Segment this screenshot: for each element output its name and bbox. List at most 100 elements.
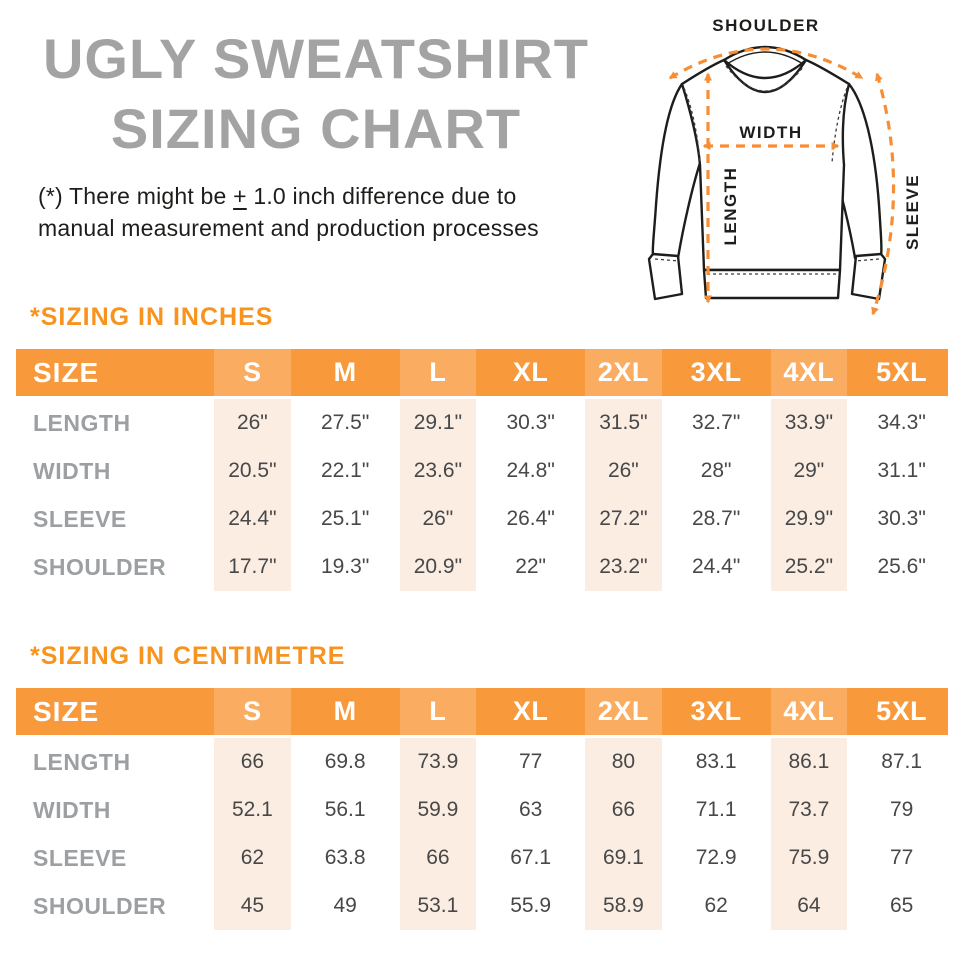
value-cell: 22.1" [320, 459, 370, 482]
value-cell: 24.4" [691, 555, 741, 578]
value-cell: 69.1 [577, 834, 670, 882]
value-cell: 62 [704, 894, 728, 917]
value-cell: 67.1 [510, 846, 552, 869]
plus-minus-symbol: + [233, 183, 247, 209]
value-cell: 77 [889, 846, 914, 869]
row-label-sleeve: SLEEVE [33, 505, 127, 532]
table-header-row: SIZE S M L XL 2XL 3XL 4XL 5XL [16, 349, 948, 396]
value-cell: 79 [889, 798, 914, 821]
value-cell: 24.8" [506, 459, 555, 482]
value-cell: 87.1 [881, 750, 923, 773]
table-body: LENGTH 26" 27.5" 29.1" 30.3" 31.5" 32.7" 33.9" 3… [16, 399, 948, 591]
value-cell: 56.1 [324, 798, 366, 821]
shoulder-label: SHOULDER [712, 16, 819, 35]
value-cell: 33.9" [762, 399, 856, 447]
value-cell: 59.9 [391, 786, 485, 834]
value-cell: 66 [577, 786, 670, 834]
value-cell: 71.1 [695, 798, 737, 821]
disclaimer-text: (*) There might be + 1.0 inch difference… [38, 180, 608, 244]
size-column-header-5xl: 5XL [876, 696, 928, 726]
value-cell: 19.3" [320, 555, 370, 578]
value-cell: 52.1 [206, 786, 299, 834]
size-column-header-4xl: 4XL [762, 349, 856, 396]
size-header-cell: SIZE [33, 356, 100, 388]
value-cell: 25.6" [877, 555, 926, 578]
value-cell: 17.7" [206, 543, 299, 591]
value-cell: 28.7" [691, 507, 741, 530]
value-cell: 24.4" [206, 495, 299, 543]
value-cell: 29.9" [762, 495, 856, 543]
value-cell: 30.3" [506, 411, 555, 434]
value-cell: 23.2" [577, 543, 670, 591]
value-cell: 25.1" [320, 507, 370, 530]
value-cell: 27.2" [577, 495, 670, 543]
row-label-length: LENGTH [33, 409, 131, 436]
value-cell: 23.6" [391, 447, 485, 495]
page-title-line1: UGLY SWEATSHIRT [42, 27, 589, 90]
disclaimer-line1: (*) There might be + 1.0 inch difference… [38, 180, 608, 212]
value-cell: 27.5" [320, 411, 370, 434]
row-label-shoulder: SHOULDER [33, 892, 167, 919]
size-column-header-s: S [206, 688, 299, 735]
value-cell: 49 [333, 894, 357, 917]
value-cell: 63.8 [324, 846, 366, 869]
value-cell: 28" [700, 459, 732, 482]
value-cell: 20.5" [206, 447, 299, 495]
size-column-header-l: L [391, 688, 485, 735]
shoulder-arrow [668, 47, 864, 80]
value-cell: 32.7" [691, 411, 741, 434]
sweatshirt-measurement-diagram: SHOULDER WIDTH LENGTH SLEEVE [647, 16, 922, 316]
value-cell: 31.5" [577, 399, 670, 447]
size-column-header-m: M [333, 357, 357, 387]
size-column-header-xl: XL [512, 696, 549, 726]
table-header-row: SIZE S M L XL 2XL 3XL 4XL 5XL [16, 688, 948, 735]
row-label-sleeve: SLEEVE [33, 844, 127, 871]
disclaimer-line2: manual measurement and production proces… [38, 215, 539, 241]
length-label: LENGTH [721, 167, 740, 246]
table-body: LENGTH 66 69.8 73.9 77 80 83.1 86.1 87.1 WIDTH 52.… [16, 738, 948, 930]
size-column-header-m: M [333, 696, 357, 726]
value-cell: 20.9" [391, 543, 485, 591]
row-label-width: WIDTH [33, 457, 111, 484]
size-column-header-2xl: 2XL [577, 349, 670, 396]
size-column-header-2xl: 2XL [577, 688, 670, 735]
width-label: WIDTH [739, 123, 802, 142]
value-cell: 64 [762, 882, 856, 930]
value-cell: 73.7 [762, 786, 856, 834]
size-header-cell: SIZE [33, 695, 100, 727]
value-cell: 30.3" [877, 507, 926, 530]
value-cell: 72.9 [695, 846, 737, 869]
size-table: SIZE S M L XL 2XL 3XL 4XL 5XL LENGTH 66 69.8 73.9 77 8… [16, 688, 948, 930]
sizing-table-section-inches: *SIZING IN INCHES SIZE S M L XL 2XL 3XL 4XL 5XL LE… [16, 302, 948, 591]
value-cell: 29" [762, 447, 856, 495]
value-cell: 29.1" [391, 399, 485, 447]
size-table: SIZE S M L XL 2XL 3XL 4XL 5XL LENGTH 26" 27.5" 29.1"… [16, 349, 948, 591]
value-cell: 75.9 [762, 834, 856, 882]
value-cell: 69.8 [324, 750, 366, 773]
value-cell: 73.9 [391, 738, 485, 786]
value-cell: 31.1" [877, 459, 926, 482]
value-cell: 62 [206, 834, 299, 882]
sleeve-label: SLEEVE [903, 174, 922, 250]
disclaimer-prefix: (*) There might be [38, 183, 234, 209]
value-cell: 26" [577, 447, 670, 495]
value-cell: 58.9 [577, 882, 670, 930]
page-title: UGLY SWEATSHIRT SIZING CHART [16, 24, 616, 164]
size-column-header-s: S [206, 349, 299, 396]
value-cell: 25.2" [762, 543, 856, 591]
value-cell: 63 [518, 798, 543, 821]
value-cell: 45 [206, 882, 299, 930]
value-cell: 55.9 [510, 894, 552, 917]
value-cell: 66 [391, 834, 485, 882]
value-cell: 80 [577, 738, 670, 786]
value-cell: 77 [518, 750, 543, 773]
sleeve-arrow [871, 72, 896, 316]
row-label-width: WIDTH [33, 796, 111, 823]
value-cell: 26" [206, 399, 299, 447]
value-cell: 22" [515, 555, 547, 578]
page-title-line2: SIZING CHART [110, 97, 522, 160]
value-cell: 26.4" [506, 507, 555, 530]
disclaimer-suffix: 1.0 inch difference due to [246, 183, 517, 209]
size-column-header-xl: XL [512, 357, 549, 387]
